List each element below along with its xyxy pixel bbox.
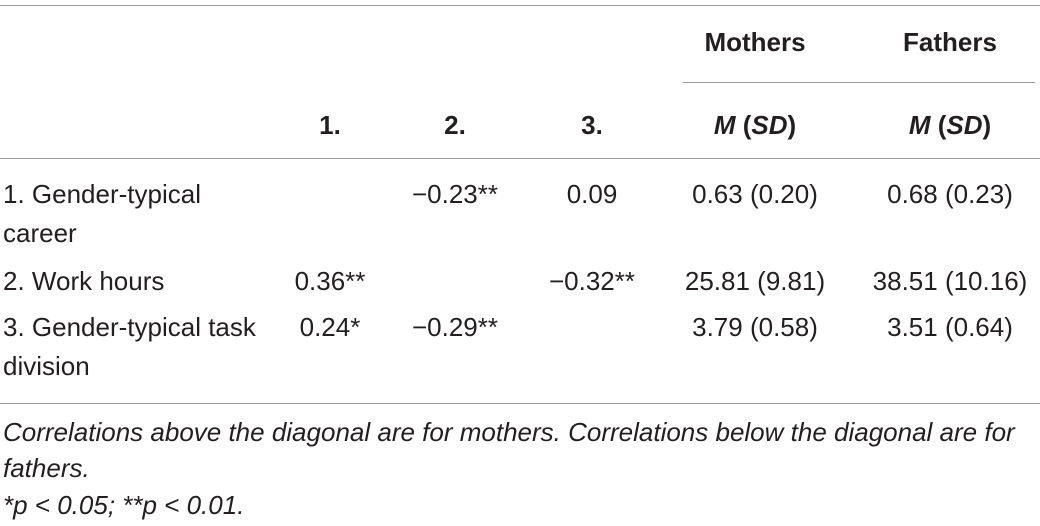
table-cell: 0.36** bbox=[294, 265, 366, 296]
column-header: M (SD) bbox=[855, 106, 1040, 145]
table-cell: 0.68 (0.23) bbox=[887, 178, 1013, 209]
header-rule bbox=[0, 158, 1040, 159]
table-cell: 0.63 (0.20) bbox=[692, 178, 818, 209]
table-cell: −0.32** bbox=[548, 265, 636, 296]
header-text: ) bbox=[982, 109, 992, 140]
significance-note: *p < 0.05; **p < 0.01. bbox=[3, 490, 245, 520]
header-text: M bbox=[908, 109, 931, 140]
column-header: 1. bbox=[235, 106, 425, 145]
table-cell: −0.29** bbox=[411, 311, 499, 342]
group-rule bbox=[683, 82, 1035, 83]
group-header: Fathers bbox=[903, 26, 997, 57]
table-cell: 0.24* bbox=[299, 311, 361, 342]
table-note: Correlations above the diagonal are for … bbox=[3, 417, 1015, 483]
table-cell: −0.23** bbox=[411, 178, 499, 209]
header-text: 3. bbox=[581, 109, 603, 140]
header-text: 1. bbox=[319, 109, 341, 140]
table-cell: 3.51 (0.64) bbox=[887, 311, 1013, 342]
header-text: ( bbox=[930, 109, 947, 140]
table-cell: 0.09 bbox=[566, 178, 618, 209]
column-header: 3. bbox=[497, 106, 687, 145]
table-cell: 38.51 (10.16) bbox=[872, 265, 1028, 296]
header-text: SD bbox=[946, 109, 983, 140]
top-rule bbox=[0, 5, 1040, 6]
header-text: ) bbox=[787, 109, 797, 140]
group-header: Mothers bbox=[704, 26, 806, 57]
table-cell: 3.79 (0.58) bbox=[692, 311, 818, 342]
row-label: 3. Gender-typical task division bbox=[3, 311, 256, 381]
table-cell: 25.81 (9.81) bbox=[684, 265, 826, 296]
column-header: 2. bbox=[360, 106, 550, 145]
header-text: SD bbox=[751, 109, 788, 140]
row-label: 1. Gender-typical career bbox=[3, 178, 201, 248]
header-text: ( bbox=[735, 109, 752, 140]
header-text: 2. bbox=[444, 109, 466, 140]
row-label: 2. Work hours bbox=[3, 265, 165, 296]
header-text: M bbox=[713, 109, 736, 140]
bottom-rule bbox=[0, 403, 1040, 404]
column-header: M (SD) bbox=[660, 106, 850, 145]
